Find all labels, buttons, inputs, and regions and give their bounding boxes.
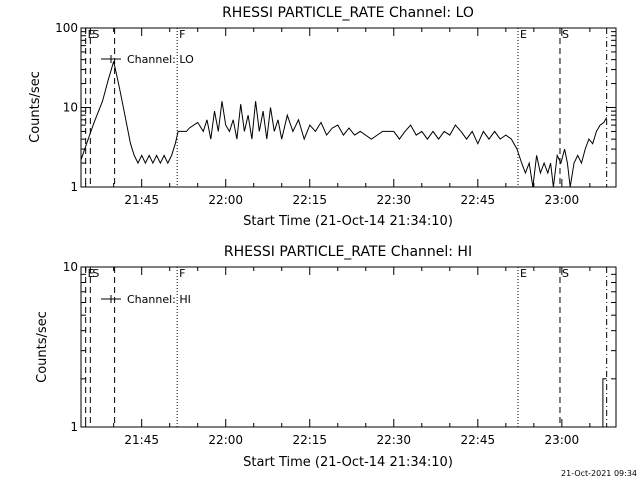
y-axis-label: Counts/sec	[35, 311, 50, 383]
y-tick-label: 100	[55, 21, 78, 35]
x-tick-label: 22:45	[461, 193, 496, 207]
event-marker-label: E	[520, 267, 527, 280]
x-tick-label: 22:15	[292, 193, 327, 207]
y-axis-label: Counts/sec	[28, 71, 43, 143]
x-tick-label: 23:00	[545, 433, 580, 447]
x-tick-label: 22:00	[208, 433, 243, 447]
x-tick-label: 22:30	[376, 193, 411, 207]
series-line	[600, 378, 607, 428]
tick-layer: 21:45 22:00 22:15 22:30 22:45 23:00 1 10 100	[55, 21, 616, 207]
y-tick-label: 10	[63, 260, 78, 274]
event-marker-label: S	[92, 267, 99, 280]
plot-frame	[80, 266, 617, 428]
legend-label: Channel: LO	[127, 53, 194, 66]
x-axis-label: Start Time (21-Oct-14 21:34:10)	[243, 214, 453, 229]
series-line	[80, 61, 518, 165]
panel-lo: RHESSI PARTICLE_RATE Channel: LO Start T…	[28, 5, 617, 229]
event-marker-label: E	[520, 28, 527, 41]
chart-title: RHESSI PARTICLE_RATE Channel: LO	[222, 5, 474, 21]
panel-hi: RHESSI PARTICLE_RATE Channel: HI Start T…	[35, 244, 617, 470]
x-tick-label: 21:45	[124, 433, 159, 447]
x-tick-label: 22:30	[376, 433, 411, 447]
series-layer	[600, 378, 607, 428]
y-tick-label: 1	[70, 180, 78, 194]
legend: Channel: LO	[101, 53, 194, 66]
marker-layer: ES F E S	[85, 28, 608, 187]
event-marker-label: S	[562, 267, 569, 280]
x-tick-label: 22:45	[461, 433, 496, 447]
event-marker-label: F	[179, 28, 185, 41]
series-line	[516, 117, 608, 188]
footer-timestamp: 21-Oct-2021 09:34	[561, 469, 637, 478]
legend-label: Channel: HI	[127, 293, 191, 306]
y-tick-label: 1	[70, 420, 78, 434]
x-tick-label: 22:00	[208, 193, 243, 207]
event-marker-label: F	[179, 267, 185, 280]
event-marker-label: E	[88, 28, 95, 41]
x-tick-label: 21:45	[124, 193, 159, 207]
x-axis-label: Start Time (21-Oct-14 21:34:10)	[243, 455, 453, 470]
x-tick-label: 23:00	[545, 193, 580, 207]
legend: Channel: HI	[101, 293, 191, 306]
event-marker-label: S	[562, 28, 569, 41]
chart-title: RHESSI PARTICLE_RATE Channel: HI	[224, 244, 472, 260]
series-layer	[80, 61, 608, 188]
marker-layer: ES F E S	[85, 267, 608, 427]
x-tick-label: 22:15	[292, 433, 327, 447]
tick-layer: 21:45 22:00 22:15 22:30 22:45 23:00 1 10	[63, 260, 616, 447]
y-tick-label: 10	[63, 101, 78, 115]
event-marker-label: E	[88, 267, 95, 280]
event-marker-label: S	[92, 28, 99, 41]
